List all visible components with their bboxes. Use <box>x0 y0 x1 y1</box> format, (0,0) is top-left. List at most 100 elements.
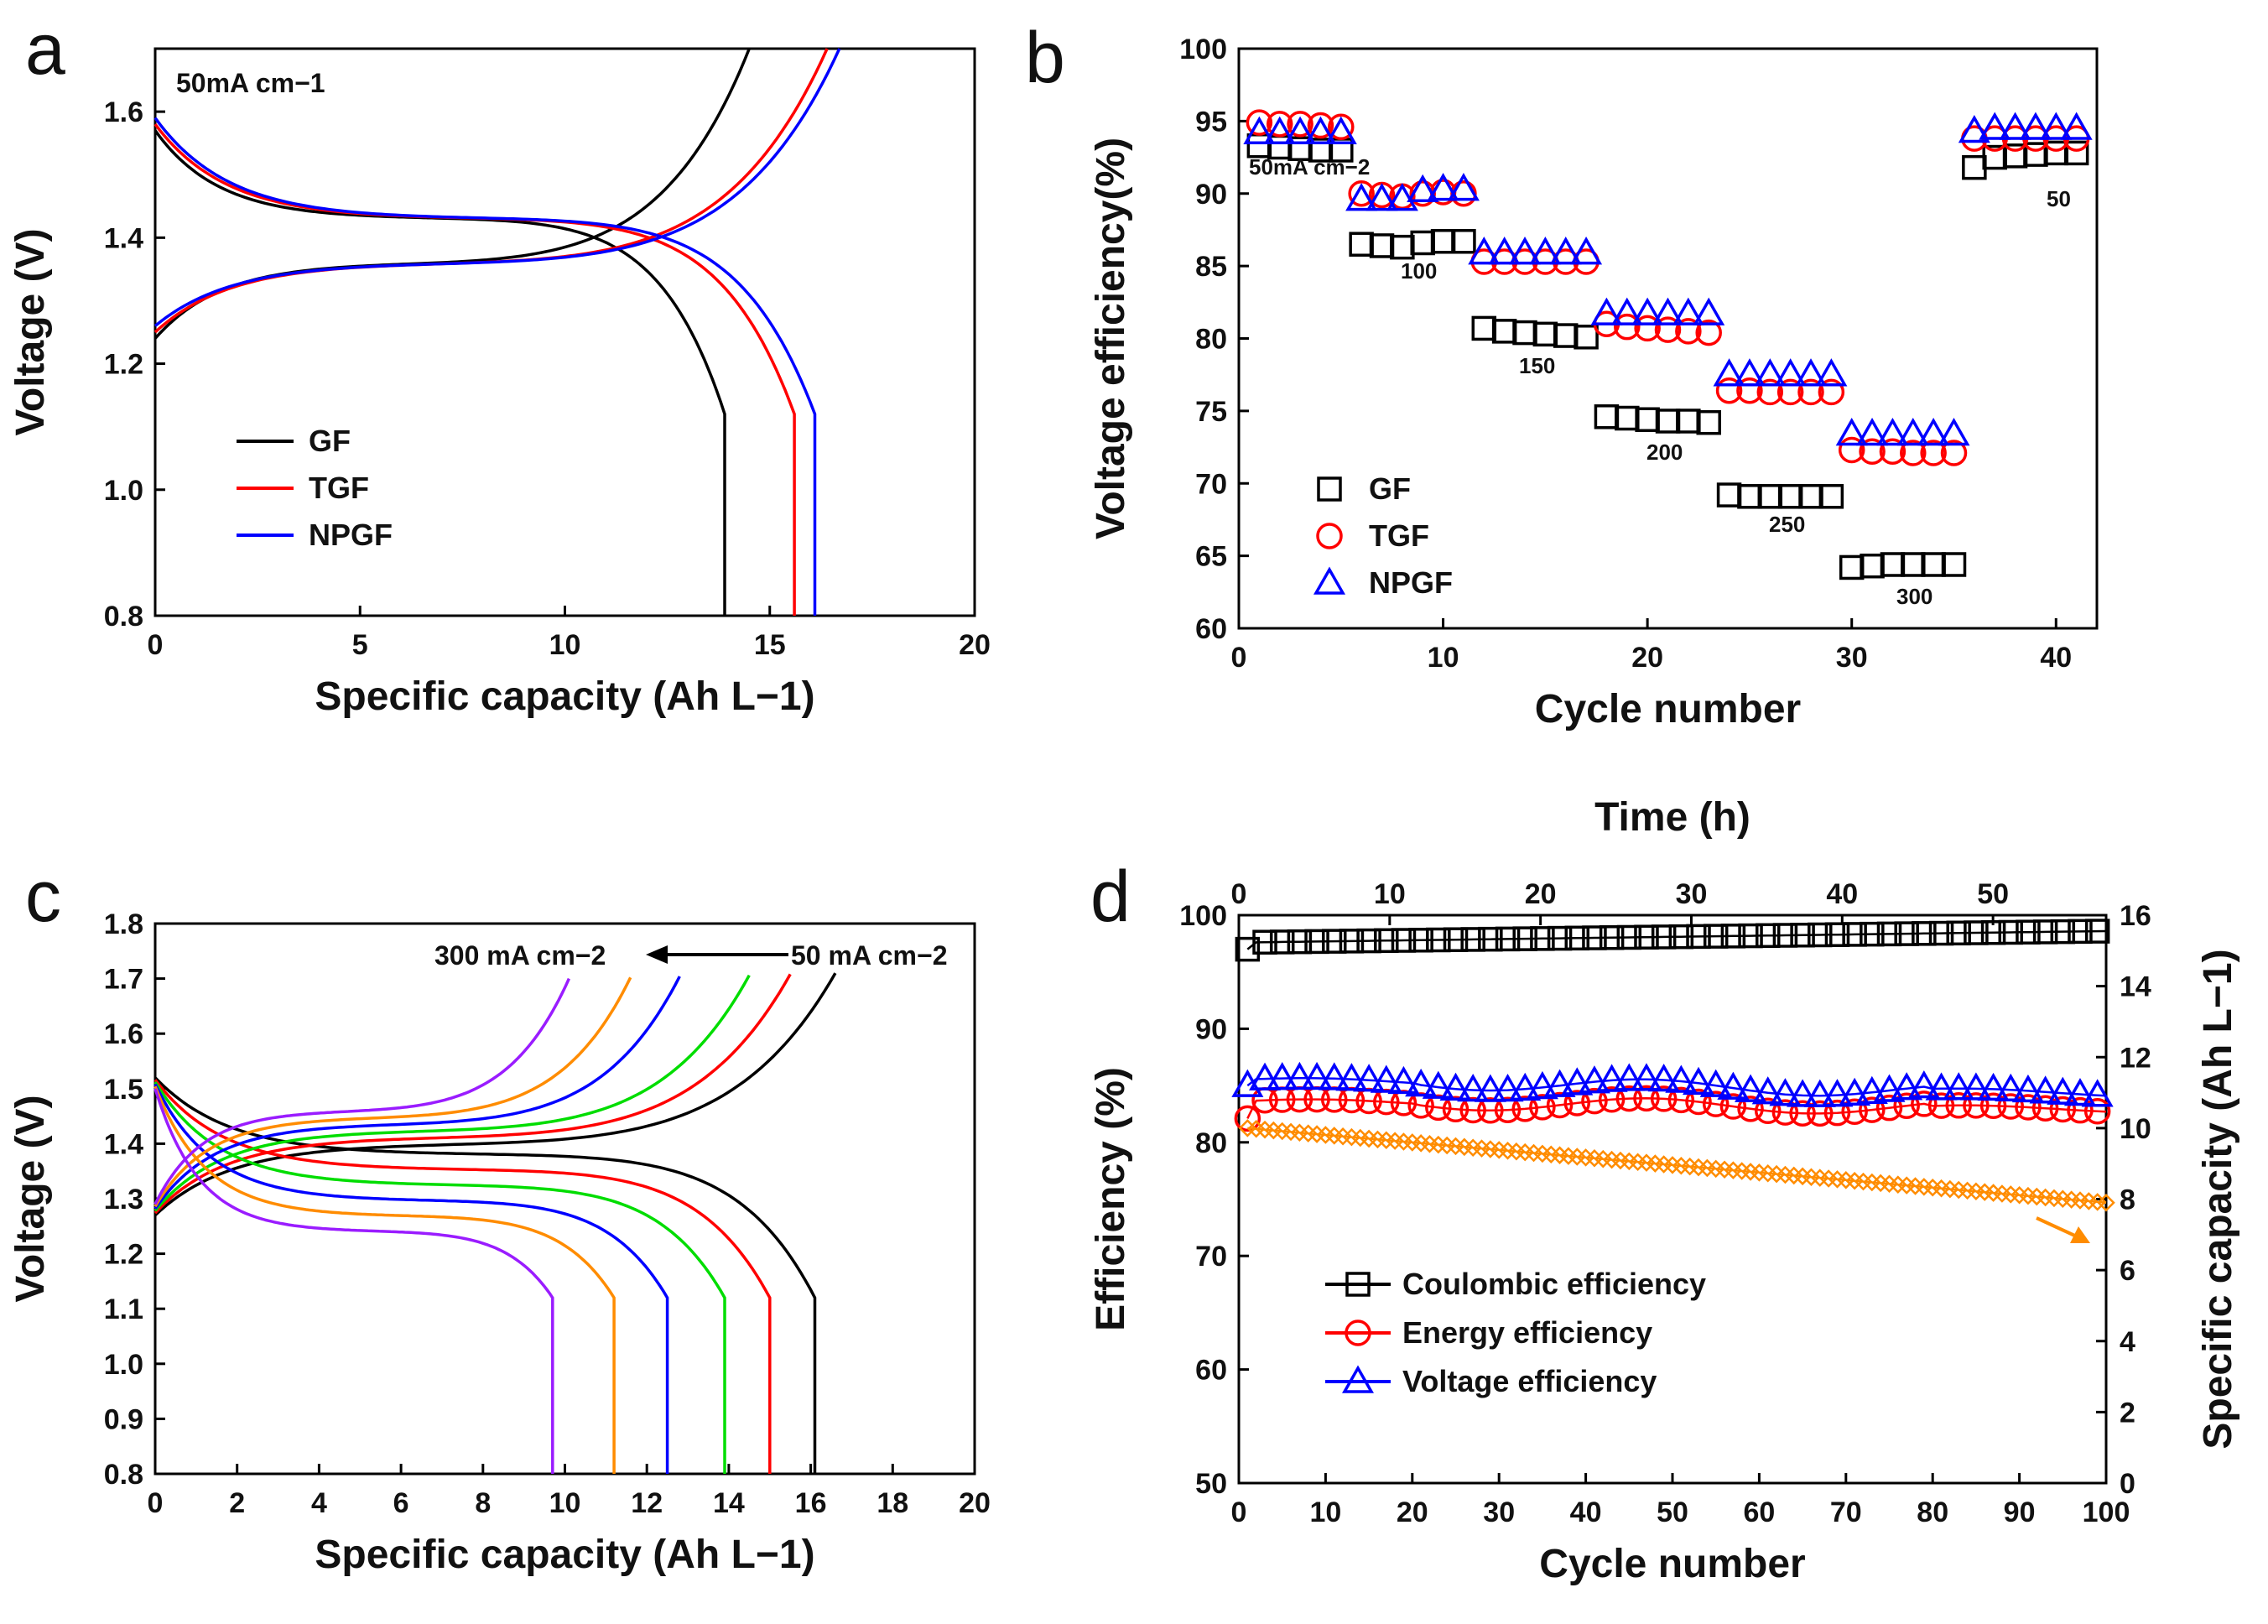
y-axis-title: Voltage efficiency(%) <box>1089 138 1133 539</box>
y-tick-label: 1.0 <box>104 475 143 507</box>
legend-marker-1 <box>1345 1320 1371 1346</box>
marker-NPGF <box>1365 183 1398 211</box>
marker-series-1 <box>1667 1086 1695 1114</box>
marker-GF <box>1430 229 1456 254</box>
marker-series-0 <box>1460 927 1485 952</box>
y-tick-label: 1.7 <box>104 964 143 996</box>
y-right-tick-label: 0 <box>2120 1468 2135 1500</box>
x-tick-label: 70 <box>1830 1496 1862 1528</box>
marker-TGF <box>1348 180 1375 207</box>
marker-series-1 <box>1494 1096 1522 1123</box>
marker-series-2 <box>1839 1077 1871 1106</box>
x-tick-label: 80 <box>1917 1496 1948 1528</box>
marker-series-2 <box>1561 1067 1594 1096</box>
annotation-300: 300 mA cm−2 <box>434 940 606 971</box>
marker-GF <box>1491 319 1517 344</box>
plot-frame <box>1237 47 2099 630</box>
marker-TGF <box>1614 313 1641 341</box>
marker-GF <box>1512 320 1537 346</box>
y-tick-label: 1.6 <box>104 96 143 128</box>
marker-GF <box>1349 232 1374 257</box>
marker-series-2 <box>1699 1069 1732 1097</box>
legend-marker-TGF <box>1316 523 1343 549</box>
x-tick-label: 20 <box>959 629 991 661</box>
marker-series-0 <box>1547 925 1573 951</box>
marker-series-2 <box>1318 1062 1350 1090</box>
marker-series-0 <box>2084 919 2110 944</box>
y-axis-title: Voltage (V) <box>8 1095 53 1302</box>
y-tick-label: 85 <box>1195 251 1227 283</box>
marker-GF <box>1635 407 1660 432</box>
marker-NPGF <box>1917 417 1950 446</box>
marker-NPGF <box>1856 417 1889 446</box>
legend-label-GF: GF <box>309 424 351 458</box>
legend-label-GF: GF <box>1369 471 1411 506</box>
marker-NPGF <box>1263 116 1296 144</box>
marker-NPGF <box>1815 358 1848 387</box>
marker-NPGF <box>1713 358 1745 387</box>
marker-series-0 <box>1512 926 1537 951</box>
series-line-0 <box>1246 929 2107 950</box>
marker-series-1 <box>1685 1088 1712 1116</box>
marker-TGF <box>1900 440 1927 466</box>
marker-series-2 <box>1803 1079 1836 1107</box>
marker-NPGF <box>1284 116 1317 144</box>
marker-series-1 <box>2015 1094 2042 1121</box>
marker-TGF <box>1654 316 1682 343</box>
marker-GF <box>1594 404 1620 429</box>
marker-series-2 <box>2081 1079 2114 1107</box>
marker-NPGF <box>1672 297 1704 325</box>
x-tick-label: 20 <box>959 1487 991 1519</box>
legend-label-NPGF: NPGF <box>309 518 393 552</box>
marker-series-1 <box>1841 1098 1868 1125</box>
marker-series-2 <box>1683 1066 1715 1096</box>
x-tick-label: 90 <box>2004 1496 2036 1528</box>
marker-TGF <box>1695 319 1722 346</box>
y-right-axis-title: Specific capacity (Ah L−1) <box>2196 949 2240 1449</box>
marker-series-1 <box>1911 1090 1938 1117</box>
marker-series-0 <box>2032 919 2058 945</box>
marker-GF <box>1757 484 1783 509</box>
panel-b: 0 10 20 30 40 60 65 70 75 80 85 90 95 100 Cycle number… <box>1025 18 2099 731</box>
marker-series-2 <box>1457 1074 1490 1102</box>
marker-series-0 <box>1842 922 1867 947</box>
marker-TGF <box>1818 378 1845 406</box>
marker-NPGF <box>1999 112 2031 140</box>
marker-series-0 <box>1287 929 1313 955</box>
marker-series-1 <box>1563 1090 1591 1116</box>
marker-TGF <box>1756 378 1784 406</box>
marker-TGF <box>1246 109 1273 136</box>
marker-series-1 <box>1529 1094 1556 1121</box>
marker-TGF <box>1940 440 1968 466</box>
legend-marker-0 <box>1345 1272 1371 1297</box>
marker-series-1 <box>1979 1092 2007 1120</box>
marker-series-0 <box>1912 921 1937 946</box>
marker-series-2 <box>1509 1072 1542 1101</box>
marker-series-2 <box>2063 1077 2096 1106</box>
x-tick-label: 60 <box>1743 1496 1775 1528</box>
marker-series-0 <box>1790 922 1815 948</box>
marker-GF <box>1410 230 1435 256</box>
marker-NPGF <box>2019 112 2052 140</box>
x-axis-title: Specific capacity (Ah L−1) <box>315 1533 814 1577</box>
marker-series-0 <box>1564 925 1590 951</box>
marker-series-2 <box>1977 1072 2010 1101</box>
y-tick-label: 1.2 <box>104 1239 143 1271</box>
panel-letter: d <box>1090 856 1131 937</box>
marker-series-0 <box>1738 923 1763 949</box>
marker-series-0 <box>1824 922 1850 947</box>
marker-NPGF <box>1794 358 1828 387</box>
marker-series-2 <box>1613 1063 1646 1091</box>
marker-TGF <box>1675 318 1702 345</box>
marker-series-2 <box>1578 1065 1610 1094</box>
y-tick-label: 75 <box>1195 396 1227 428</box>
marker-TGF <box>1328 113 1355 141</box>
marker-series-1 <box>1459 1096 1486 1124</box>
marker-GF <box>1553 323 1579 348</box>
charge-curve-200 <box>153 976 681 1210</box>
marker-series-0 <box>1946 920 1971 946</box>
marker-series-2 <box>1821 1079 1854 1107</box>
y-right-tick-label: 2 <box>2120 1397 2135 1429</box>
marker-series-0 <box>1478 926 1503 952</box>
marker-series-2 <box>1439 1072 1472 1101</box>
